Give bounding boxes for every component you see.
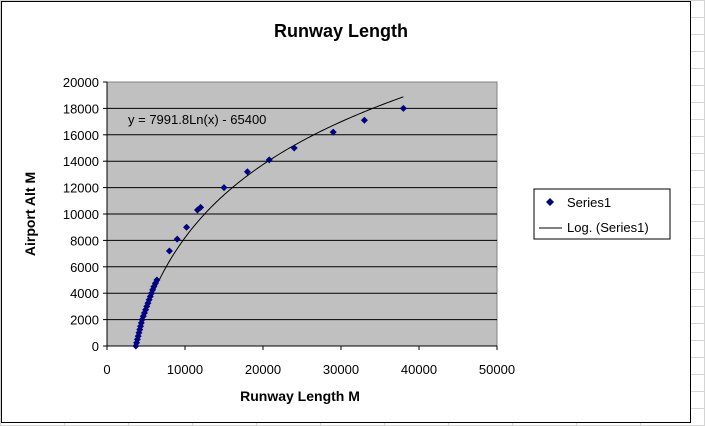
data-point[interactable] xyxy=(183,223,191,231)
data-point[interactable] xyxy=(197,203,205,211)
trendline-equation: y = 7991.8Ln(x) - 65400 xyxy=(128,112,266,127)
x-tick-label: 50000 xyxy=(479,362,515,377)
data-point[interactable] xyxy=(165,247,173,255)
data-point[interactable] xyxy=(153,276,161,284)
y-tick-label: 20000 xyxy=(63,75,99,90)
legend-series1-marker xyxy=(546,198,554,206)
y-tick-label: 6000 xyxy=(70,260,99,275)
chart-title: Runway Length xyxy=(274,21,408,41)
y-tick-label: 18000 xyxy=(63,101,99,116)
x-tick-label: 10000 xyxy=(167,362,203,377)
y-tick-label: 8000 xyxy=(70,233,99,248)
y-tick-label: 0 xyxy=(92,339,99,354)
series1-points xyxy=(132,104,407,350)
y-tick-label: 10000 xyxy=(63,207,99,222)
y-tick-label: 4000 xyxy=(70,286,99,301)
legend[interactable]: Series1 Log. (Series1) xyxy=(533,188,671,240)
x-tick-label: 30000 xyxy=(323,362,359,377)
x-tick-label: 20000 xyxy=(245,362,281,377)
y-tick-label: 14000 xyxy=(63,154,99,169)
data-point[interactable] xyxy=(360,116,368,124)
y-axis-ticks: 0 2000 4000 6000 8000 10000 12000 14000 16000 180… xyxy=(63,75,107,354)
y-tick-label: 2000 xyxy=(70,313,99,328)
data-point[interactable] xyxy=(173,235,181,243)
x-tick-label: 0 xyxy=(103,362,110,377)
y-axis-title: Airport Alt M xyxy=(22,172,38,256)
x-axis-title: Runway Length M xyxy=(240,388,360,404)
gridlines xyxy=(107,107,497,321)
legend-series1-label: Series1 xyxy=(567,195,611,210)
data-point[interactable] xyxy=(243,168,251,176)
data-point[interactable] xyxy=(290,144,298,152)
data-point[interactable] xyxy=(329,128,337,136)
legend-box xyxy=(533,188,671,240)
data-point[interactable] xyxy=(399,104,407,112)
legend-trendline-label: Log. (Series1) xyxy=(567,220,649,235)
y-tick-label: 12000 xyxy=(63,181,99,196)
data-point[interactable] xyxy=(220,184,228,192)
data-point[interactable] xyxy=(265,156,273,164)
x-axis-ticks: 0 10000 20000 30000 40000 50000 xyxy=(103,346,515,377)
x-tick-label: 40000 xyxy=(401,362,437,377)
y-tick-label: 16000 xyxy=(63,128,99,143)
